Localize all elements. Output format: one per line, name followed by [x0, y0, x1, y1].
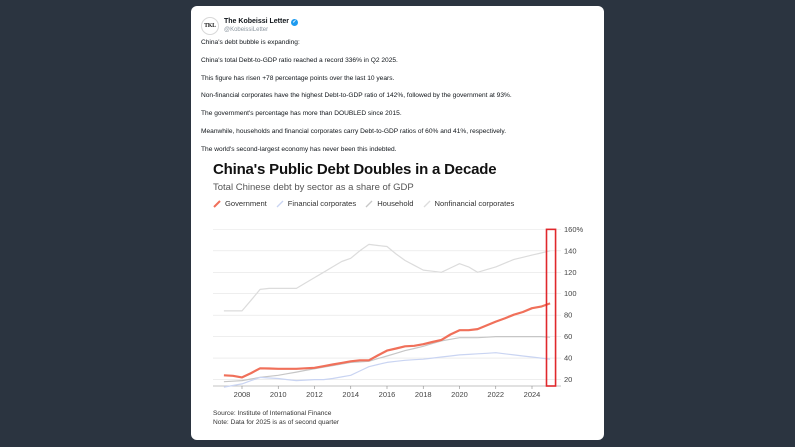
- tweet-text: China's debt bubble is expanding: China'…: [201, 39, 596, 164]
- line-chart: 20 40 60 80 100 120 140 160% 2008 2010 2012 2014 201…: [213, 225, 584, 399]
- tweet-paragraph: Meanwhile, households and financial corp…: [201, 127, 507, 135]
- x-tick-label: 2020: [451, 390, 468, 399]
- series-line-government: [223, 302, 551, 379]
- y-tick-label: 120: [564, 268, 577, 277]
- chart-image[interactable]: China's Public Debt Doubles in a Decade …: [191, 158, 604, 438]
- x-tick-label: 2014: [342, 390, 359, 399]
- legend-item-financial: Financial corporates: [276, 199, 356, 208]
- series-line-financial: [223, 352, 551, 388]
- tweet-paragraph: Non-financial corporates have the highes…: [201, 92, 512, 100]
- y-tick-label: 100: [564, 289, 577, 298]
- y-tick-label: 20: [564, 375, 572, 384]
- x-tick-label: 2010: [270, 390, 287, 399]
- legend-item-nonfinancial: Nonfinancial corporates: [423, 199, 515, 208]
- series-line-household: [223, 336, 551, 383]
- x-tick-label: 2022: [487, 390, 504, 399]
- verified-badge-icon: ✓: [290, 18, 298, 26]
- tweet-paragraph: This figure has risen +78 percentage poi…: [201, 74, 395, 82]
- y-tick-label: 140: [564, 246, 577, 255]
- legend-label: Nonfinancial corporates: [434, 199, 515, 208]
- chart-subtitle: Total Chinese debt by sector as a share …: [213, 182, 414, 193]
- legend-item-household: Household: [365, 199, 414, 208]
- author-block: The Kobeissi Letter ✓ @KobeissiLetter: [224, 18, 298, 34]
- x-tick-label: 2024: [524, 390, 541, 399]
- tweet-paragraph: The government's percentage has more tha…: [201, 110, 402, 118]
- chart-title: China's Public Debt Doubles in a Decade: [213, 161, 497, 178]
- highlight-box: [545, 228, 557, 387]
- chart-legend: Government Financial corporates Househol…: [213, 199, 523, 208]
- chart-source: Source: Institute of International Finan…: [213, 410, 339, 427]
- legend-swatch-financial: [276, 200, 284, 207]
- avatar[interactable]: TKL: [201, 17, 219, 35]
- tweet-paragraph: China's total Debt-to-GDP ratio reached …: [201, 56, 398, 64]
- tweet-paragraph: China's debt bubble is expanding:: [201, 39, 300, 46]
- author-handle[interactable]: @KobeissiLetter: [224, 27, 269, 33]
- x-tick-label: 2016: [379, 390, 396, 399]
- legend-item-government: Government: [213, 199, 267, 208]
- series-line-nonfinancial: [223, 243, 551, 312]
- y-tick-label: 40: [564, 354, 572, 363]
- tweet-header: TKL The Kobeissi Letter ✓ @KobeissiLette…: [201, 17, 298, 35]
- author-name[interactable]: The Kobeissi Letter: [224, 18, 289, 25]
- y-tick-label: 60: [564, 332, 572, 341]
- legend-label: Financial corporates: [287, 199, 357, 208]
- legend-label: Household: [377, 199, 414, 208]
- y-tick-label: 80: [564, 311, 572, 320]
- x-tick-label: 2008: [234, 390, 251, 399]
- legend-swatch-government: [213, 199, 221, 208]
- note-line: Note: Data for 2025 is as of second quar…: [213, 418, 340, 426]
- y-tick-label: 160%: [564, 225, 584, 234]
- legend-label: Government: [225, 199, 267, 208]
- legend-swatch-nonfinancial: [423, 200, 430, 207]
- legend-swatch-household: [365, 200, 373, 207]
- tweet-card: TKL The Kobeissi Letter ✓ @KobeissiLette…: [191, 6, 604, 440]
- tweet-paragraph: The world's second-largest economy has n…: [201, 145, 397, 153]
- x-tick-label: 2012: [306, 390, 323, 399]
- x-tick-label: 2018: [415, 390, 432, 399]
- source-line: Source: Institute of International Finan…: [213, 410, 332, 417]
- author-name-row: The Kobeissi Letter ✓: [224, 18, 298, 26]
